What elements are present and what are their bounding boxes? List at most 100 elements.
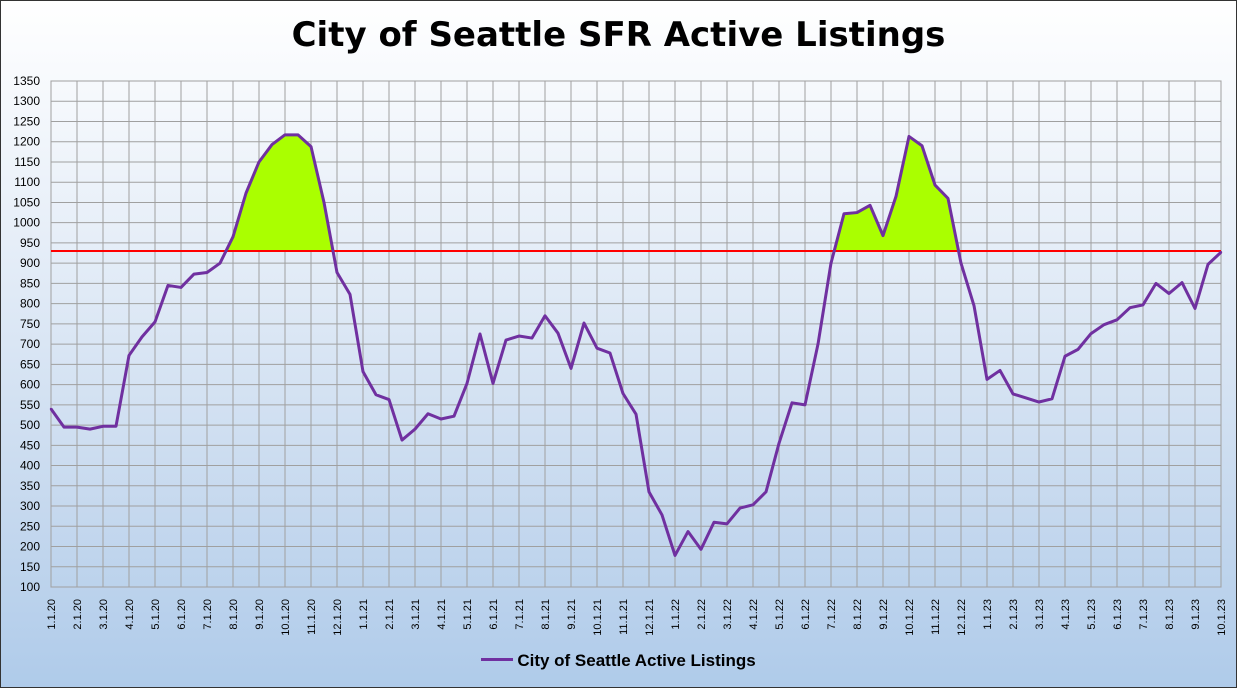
y-tick-label: 1200 (13, 135, 40, 149)
y-tick-label: 900 (20, 256, 40, 270)
data-point (803, 403, 807, 407)
data-point (1050, 397, 1054, 400)
data-point (491, 382, 495, 385)
data-point (439, 417, 443, 421)
data-point (1089, 332, 1093, 335)
x-tick-label: 9.1.22 (878, 599, 890, 630)
data-point (660, 513, 664, 517)
data-point (998, 369, 1002, 372)
y-tick-label: 950 (20, 236, 40, 250)
data-point (322, 201, 326, 204)
data-point (725, 522, 729, 526)
data-point (1063, 355, 1067, 358)
x-tick-label: 11.1.22 (930, 599, 942, 635)
x-tick-label: 2.1.21 (384, 599, 396, 630)
y-tick-label: 450 (20, 438, 40, 452)
data-point (426, 412, 430, 415)
x-tick-label: 10.1.20 (280, 599, 292, 636)
x-tick-label: 9.1.23 (1190, 599, 1202, 630)
data-point (400, 438, 404, 442)
highlight-region (226, 134, 334, 252)
data-point (608, 351, 612, 355)
x-tick-label: 2.1.22 (696, 599, 708, 630)
data-point (985, 378, 989, 381)
data-point (582, 321, 586, 325)
x-tick-label: 10.1.22 (904, 599, 916, 636)
y-tick-label: 1100 (14, 175, 40, 189)
data-point (62, 425, 66, 429)
y-tick-label: 1000 (13, 216, 40, 230)
data-point (465, 382, 469, 385)
legend: City of Seattle Active Listings (1, 651, 1236, 671)
data-point (712, 521, 716, 524)
x-tick-label: 8.1.21 (540, 599, 552, 630)
data-point (49, 407, 53, 411)
data-point (387, 398, 391, 401)
y-tick-label: 600 (20, 378, 40, 392)
data-point (452, 414, 456, 418)
data-point (1167, 292, 1171, 295)
data-point (621, 392, 625, 395)
x-tick-label: 11.1.20 (306, 599, 318, 635)
data-point (673, 554, 677, 557)
data-point (478, 332, 482, 336)
data-point (907, 135, 911, 138)
x-tick-label: 4.1.21 (436, 599, 448, 630)
data-point (1219, 251, 1223, 254)
data-point (140, 335, 144, 339)
data-point (75, 425, 79, 429)
x-tick-label: 12.1.21 (644, 599, 656, 636)
data-point (153, 320, 157, 324)
data-point (881, 234, 885, 237)
data-point (166, 284, 170, 287)
x-tick-label: 9.1.21 (566, 599, 578, 630)
x-tick-label: 1.1.20 (46, 599, 58, 630)
y-tick-label: 1300 (13, 94, 40, 108)
x-tick-label: 5.1.21 (462, 599, 474, 630)
x-tick-label: 8.1.22 (852, 599, 864, 630)
x-tick-label: 5.1.20 (150, 599, 162, 630)
x-tick-label: 2.1.20 (72, 599, 84, 630)
data-point (361, 370, 365, 373)
y-tick-label: 1350 (13, 74, 40, 88)
y-tick-label: 650 (20, 357, 40, 371)
x-tick-label: 7.1.23 (1138, 599, 1150, 630)
y-tick-label: 850 (20, 276, 40, 290)
data-point (114, 425, 118, 428)
y-tick-label: 300 (20, 499, 40, 513)
y-tick-label: 750 (20, 317, 40, 331)
data-point (569, 367, 573, 370)
x-tick-label: 6.1.21 (488, 599, 500, 630)
data-point (1076, 348, 1080, 351)
data-point (413, 427, 417, 431)
data-point (959, 261, 963, 265)
plot-area (50, 80, 1222, 588)
data-point (842, 212, 846, 215)
y-tick-label: 550 (20, 398, 40, 412)
data-point (972, 304, 976, 307)
x-tick-label: 4.1.22 (748, 599, 760, 630)
x-tick-label: 3.1.23 (1034, 599, 1046, 630)
y-tick-label: 400 (20, 459, 40, 473)
data-point (647, 490, 651, 494)
x-tick-label: 4.1.20 (124, 599, 136, 630)
data-point (1128, 306, 1132, 309)
data-point (1024, 396, 1028, 400)
data-point (751, 503, 755, 507)
data-point (595, 346, 599, 350)
x-tick-label: 3.1.20 (98, 599, 110, 630)
y-tick-label: 1150 (14, 155, 40, 169)
y-tick-label: 1250 (13, 114, 40, 128)
x-tick-label: 11.1.21 (618, 599, 630, 635)
x-tick-label: 1.1.21 (358, 599, 370, 630)
x-tick-label: 8.1.23 (1164, 599, 1176, 630)
data-point (205, 271, 209, 274)
data-point (179, 286, 183, 289)
x-tick-label: 7.1.20 (202, 599, 214, 630)
x-tick-label: 7.1.21 (514, 599, 526, 630)
x-tick-label: 10.1.23 (1216, 599, 1228, 636)
chart-title: City of Seattle SFR Active Listings (291, 15, 946, 55)
data-point (335, 271, 339, 274)
data-point (244, 191, 248, 195)
